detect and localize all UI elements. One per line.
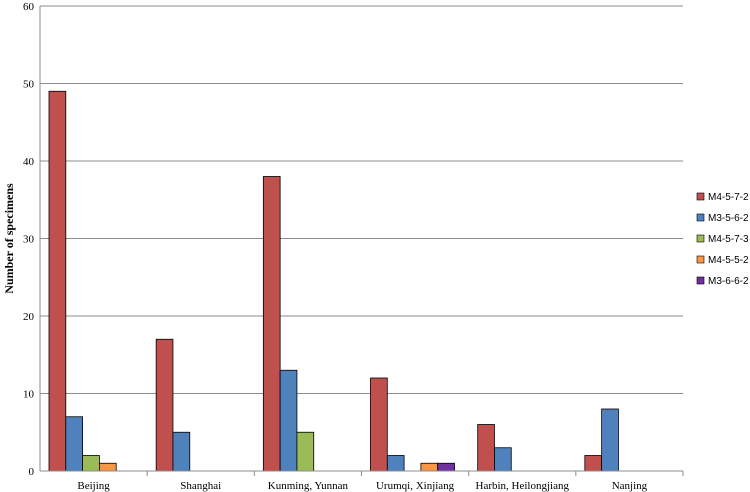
y-tick-label: 50 [23,79,35,91]
bar-M3-5-6-2-Beijing [65,416,84,472]
legend-swatch [696,255,705,264]
x-tick-label: Nanjing [612,480,648,492]
legend-swatch [696,276,705,285]
y-axis-label: Number of specimens [2,183,16,294]
bar-M4-5-7-3-Beijing [82,455,100,472]
x-tick-label: Harbin, Heilongjiang [476,480,570,492]
x-tick-label: Shanghai [180,480,221,492]
legend-label: M3-5-6-2 [708,213,749,224]
bar-M4-5-7-2-Urumqi, Xinjiang [370,377,388,472]
y-tick-label: 0 [29,466,35,478]
x-tick-label: Urumqi, Xinjiang [376,480,455,492]
legend-swatch [696,192,705,201]
legend: M4-5-7-2 M3-5-6-2 M4-5-7-3 M4-5-5-2 M3-6-6-2 [696,192,749,287]
x-tick-label: Beijing [77,480,110,492]
bar-M4-5-5-2-Beijing [99,462,117,472]
bar-M3-6-6-2-Urumqi, Xinjiang [437,462,455,472]
bar-M4-5-7-2-Nanjing [584,455,603,472]
y-tick-label: 30 [23,234,35,246]
legend-swatch [696,234,705,243]
legend-swatch [696,213,705,222]
bar-M4-5-7-2-Kunming, Yunnan [262,176,281,472]
legend-label: M4-5-7-3 [708,234,749,245]
axes [39,6,684,476]
bar-M3-5-6-2-Shanghai [172,431,191,472]
bar-M3-5-6-2-Urumqi, Xinjiang [386,455,405,472]
bar-M3-5-6-2-Kunming, Yunnan [279,369,298,472]
x-tick-label: Kunming, Yunnan [268,480,349,492]
bar-M3-5-6-2-Nanjing [601,408,619,472]
y-tick-label: 20 [23,311,35,323]
x-tick-labels: Beijing Shanghai Kunming, Yunnan Urumqi, Xi… [77,480,647,492]
bar-M4-5-7-2-Shanghai [155,338,174,472]
legend-label: M3-6-6-2 [708,276,749,287]
y-tick-label: 40 [23,156,35,168]
bars [48,90,619,472]
legend-label: M4-5-7-2 [708,192,749,203]
bar-M4-5-7-2-Harbin, Heilongjiang [477,424,495,472]
bar-M4-5-7-2-Beijing [48,90,67,472]
bar-M4-5-7-3-Kunming, Yunnan [296,431,315,472]
y-tick-label: 60 [23,1,35,13]
legend-label: M4-5-5-2 [708,255,749,266]
bar-M4-5-5-2-Urumqi, Xinjiang [420,462,439,472]
y-tick-labels: 0 10 20 30 40 50 60 [23,1,35,478]
gridlines [40,5,683,394]
y-tick-label: 10 [23,389,35,401]
bar-M3-5-6-2-Harbin, Heilongjiang [494,447,512,472]
